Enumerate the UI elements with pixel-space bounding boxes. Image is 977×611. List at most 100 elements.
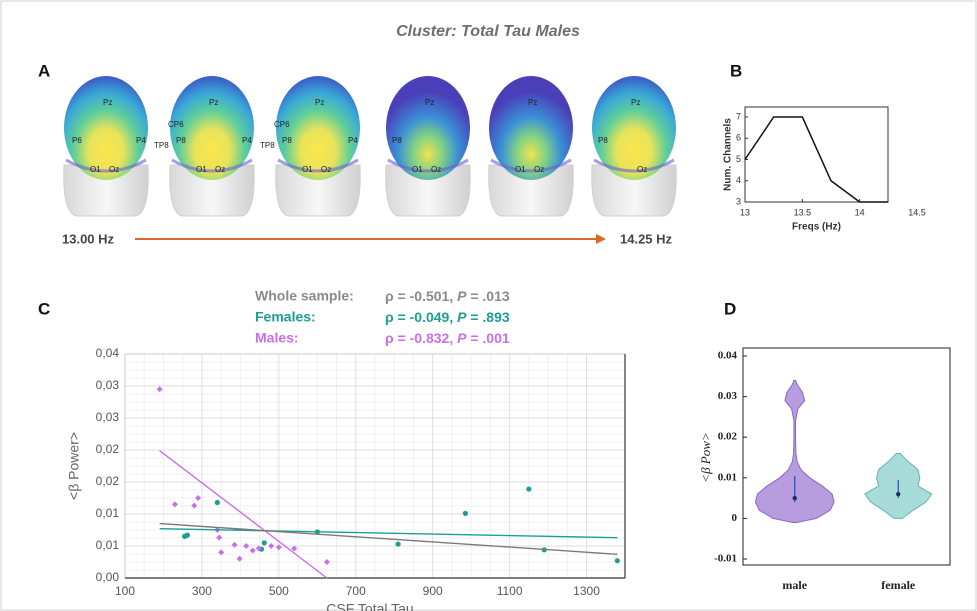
point — [191, 502, 198, 509]
point — [236, 555, 243, 562]
point — [243, 543, 250, 549]
electrode-label: Pz — [103, 98, 112, 107]
scalp-rim — [490, 158, 572, 173]
electrode-label: Oz — [637, 165, 647, 174]
electrode-label: P8 — [176, 136, 186, 145]
electrode-label: P4 — [348, 136, 358, 145]
y-tick-label: 0,02 — [96, 442, 120, 456]
panel-label: D — [724, 299, 736, 318]
topomaps: P6 Pz P4 O1 Oz CP6 TP8 P8 Pz P4 O1 Oz CP6 TP8 P8 Pz P4 O1… — [63, 76, 677, 217]
point — [231, 541, 238, 548]
x-tick-label: female — [881, 578, 916, 592]
electrode-label: O1 — [515, 165, 526, 174]
y-tick-label: 0.03 — [718, 390, 738, 402]
rho: ρ = -0.832, — [385, 330, 457, 346]
p-symbol: P — [457, 330, 467, 346]
y-tick-label: 0,00 — [96, 570, 120, 584]
y-tick-label: -0.01 — [714, 553, 737, 565]
plot-frame — [742, 347, 951, 566]
scalp — [489, 76, 573, 180]
y-tick-label: 0,02 — [96, 474, 120, 488]
scalp — [170, 76, 254, 180]
point — [218, 549, 225, 556]
scalp — [592, 76, 676, 180]
scalp-rim — [171, 158, 253, 173]
p-value: = .001 — [466, 330, 509, 346]
stat-label: Females: — [255, 309, 316, 325]
electrode-label: CP6 — [168, 120, 184, 129]
stat-value: ρ = -0.049, P = .893 — [385, 309, 510, 325]
electrode-label: Pz — [425, 98, 434, 107]
median — [792, 495, 797, 501]
point — [614, 558, 620, 564]
point — [291, 545, 298, 552]
stat-value: ρ = -0.832, P = .001 — [385, 330, 510, 346]
panel-label: A — [38, 61, 50, 80]
y-tick-label: 0,01 — [96, 506, 120, 520]
point — [323, 559, 330, 565]
point — [156, 386, 163, 393]
y-tick-label: 0,04 — [96, 346, 120, 360]
point — [395, 541, 401, 547]
stat-value: ρ = -0.501, P = .013 — [385, 288, 510, 304]
x-tick-label: 700 — [346, 584, 366, 598]
scalp — [386, 76, 470, 180]
electrode-label: Pz — [528, 98, 537, 107]
electrode-label: O1 — [90, 165, 101, 174]
electrode-label: CP6 — [274, 120, 290, 129]
x-axis-label: Freqs (Hz) — [792, 222, 841, 233]
y-tick-label: 0,03 — [96, 378, 120, 392]
electrode-label: Oz — [109, 165, 119, 174]
y-tick-label: 5 — [736, 154, 741, 164]
x-tick-label: 13.5 — [794, 207, 812, 217]
y-axis-label: <β Power> — [66, 432, 82, 500]
electrode-label: O1 — [302, 165, 313, 174]
line — [744, 116, 889, 203]
electrode-label: Oz — [534, 165, 544, 174]
rho: ρ = -0.049, — [385, 309, 457, 325]
scalp-rim — [593, 158, 675, 173]
electrode-label: Oz — [321, 165, 331, 174]
rho: ρ = -0.501, — [385, 288, 457, 304]
median — [896, 491, 901, 497]
freq-start: 13.00 Hz — [62, 231, 115, 246]
p-symbol: P — [457, 309, 467, 325]
point — [261, 540, 267, 546]
x-tick-label: 1300 — [573, 584, 600, 598]
plot-frame — [744, 106, 889, 203]
stat-label: Males: — [255, 330, 299, 346]
figure-title: Cluster: Total Tau Males — [396, 23, 580, 40]
point — [268, 543, 275, 549]
electrode-label: P8 — [598, 136, 608, 145]
neck — [169, 164, 255, 217]
point — [255, 545, 262, 552]
y-axis-label: <β Pow> — [698, 432, 713, 482]
fit-line — [159, 450, 328, 579]
y-tick-label: 0.01 — [718, 471, 737, 483]
point — [184, 532, 190, 538]
scalp-rim — [65, 158, 147, 173]
fit-line — [159, 522, 618, 556]
panel-label: B — [730, 61, 742, 80]
scalp — [276, 76, 360, 180]
freq-end: 14.25 Hz — [620, 231, 673, 246]
electrode-label: P4 — [136, 136, 146, 145]
electrode-label: O1 — [412, 165, 423, 174]
x-tick-label: 14.5 — [908, 207, 926, 217]
x-tick-label: 300 — [192, 584, 212, 598]
x-tick-label: 14 — [855, 207, 865, 217]
y-tick-label: 7 — [736, 111, 741, 121]
arrow-head — [596, 234, 606, 244]
scalp-rim — [277, 158, 359, 173]
electrode-label: Oz — [215, 165, 225, 174]
electrode-label: P8 — [392, 136, 402, 145]
electrode-label: Pz — [209, 98, 218, 107]
point — [214, 499, 220, 506]
electrode-label: Oz — [431, 165, 441, 174]
y-tick-label: 0.02 — [718, 431, 738, 443]
p-value: = .893 — [466, 309, 509, 325]
y-tick-label: 0 — [732, 512, 738, 524]
scalp — [64, 76, 148, 180]
point — [216, 534, 223, 541]
